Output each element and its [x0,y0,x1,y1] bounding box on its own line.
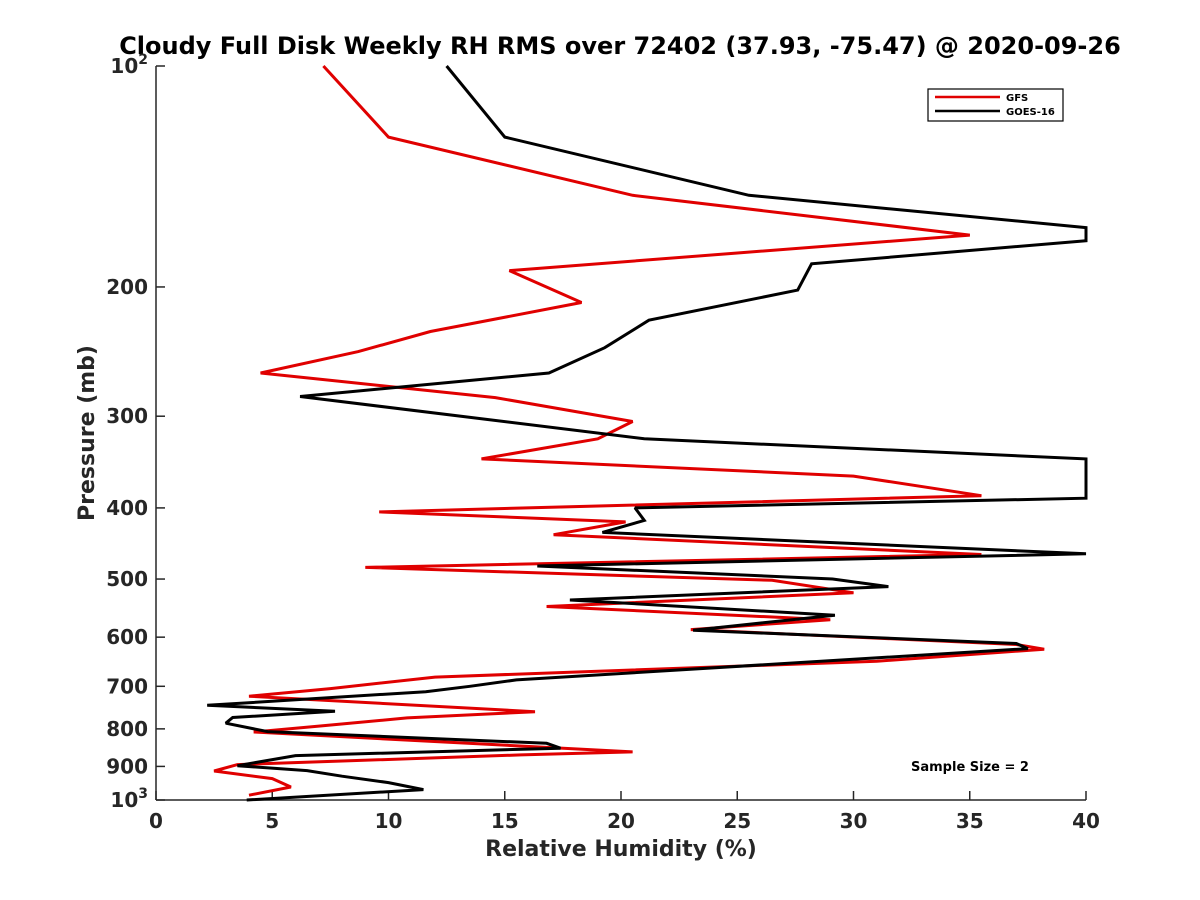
x-tick-label: 15 [491,809,519,833]
sample-size-annotation: Sample Size = 2 [911,760,1029,775]
y-tick-label: 200 [106,275,148,299]
y-tick-label: 900 [106,754,148,778]
series-line-goes-16 [207,65,1088,802]
x-tick-label: 40 [1072,809,1100,833]
legend: GFS GOES-16 [927,88,1064,122]
series-layer [207,64,1088,802]
y-tick-label: 700 [106,674,148,698]
chart-title: Cloudy Full Disk Weekly RH RMS over 7240… [119,32,1121,60]
x-tick-label: 35 [956,809,984,833]
y-tick-label: 102 [110,52,148,78]
y-tick-label: 600 [106,625,148,649]
x-tick-label: 0 [149,809,163,833]
x-tick-label: 20 [607,809,635,833]
x-tick-label: 30 [840,809,868,833]
x-axis-label: Relative Humidity (%) [485,837,757,862]
y-tick-label: 400 [106,496,148,520]
series-line-gfs [213,64,1045,797]
x-tick-label: 5 [265,809,279,833]
y-tick-label: 500 [106,567,148,591]
x-tick-label: 25 [723,809,751,833]
y-tick-label: 103 [110,786,148,812]
y-axis-ticks: 102 200 300 400 500 600 700 800 900 103 [106,52,165,812]
legend-label-goes-16: GOES-16 [1006,107,1055,118]
y-axis-label: Pressure (mb) [75,345,100,521]
legend-label-gfs: GFS [1006,93,1028,104]
x-tick-label: 10 [375,809,403,833]
y-tick-label: 800 [106,717,148,741]
x-axis-ticks: 0 5 10 15 20 25 30 35 40 [149,791,1100,833]
legend-box [927,88,1064,122]
y-tick-label: 300 [106,404,148,428]
